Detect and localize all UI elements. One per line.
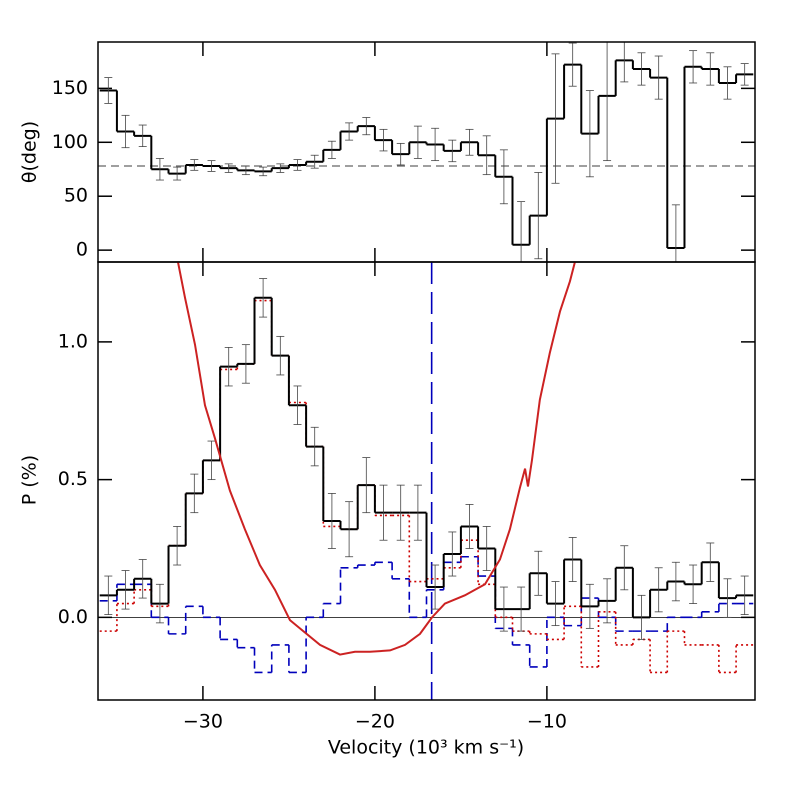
plot-frame <box>97 261 756 701</box>
y-tick-label: 0.0 <box>58 606 88 628</box>
plot-frame <box>97 41 756 263</box>
y-tick-label: 1.0 <box>58 330 88 352</box>
y-tick-label: 0 <box>76 239 88 261</box>
y-tick-label: 100 <box>52 131 88 153</box>
y-axis-label: P (%) <box>19 455 41 505</box>
y-tick-label: 150 <box>52 77 88 99</box>
y-tick-label: 50 <box>64 185 88 207</box>
y-tick-label: 0.5 <box>58 468 88 490</box>
flux-curve <box>176 262 576 656</box>
x-tick-label: −10 <box>527 711 567 733</box>
x-axis-label: Velocity (10³ km s⁻¹) <box>328 737 524 759</box>
x-tick-label: −30 <box>183 711 223 733</box>
x-tick-label: −20 <box>355 711 395 733</box>
y-axis-label: θ(deg) <box>19 121 41 183</box>
